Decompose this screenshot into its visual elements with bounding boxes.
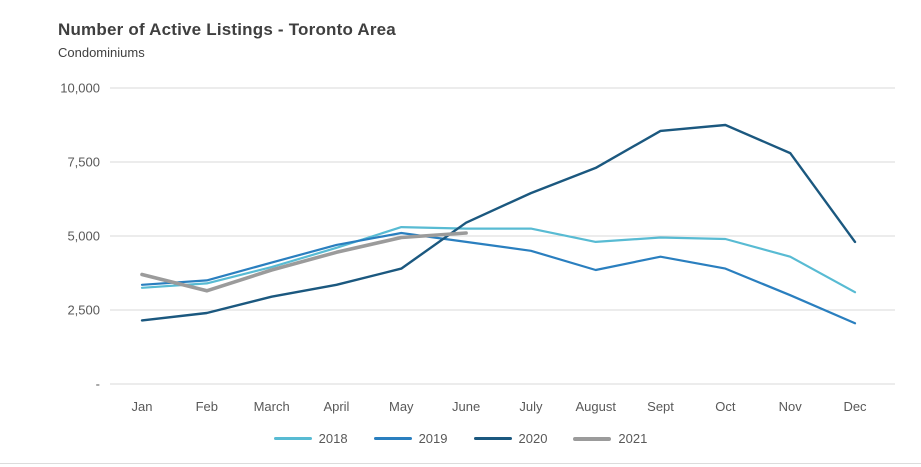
series-line-2018	[140, 226, 857, 294]
x-tick-label-may: May	[389, 399, 414, 414]
legend-label-2020: 2020	[518, 431, 548, 446]
y-tick-label: 7,500	[67, 155, 100, 170]
x-tick-label-oct: Oct	[715, 399, 736, 414]
x-tick-label-feb: Feb	[196, 399, 218, 414]
legend-swatch-2021	[573, 436, 612, 441]
x-tick-label-july: July	[519, 399, 543, 414]
x-tick-label-jan: Jan	[132, 399, 153, 414]
legend-item-2021: 2021	[573, 431, 647, 446]
y-tick-label: 5,000	[67, 229, 100, 244]
legend-swatch-2020	[473, 437, 512, 440]
legend-item-2020: 2020	[473, 431, 548, 446]
series-line-2019	[140, 231, 857, 325]
legend-item-2019: 2019	[373, 431, 448, 446]
y-tick-label: 10,000	[60, 81, 100, 96]
x-tick-label-sept: Sept	[647, 399, 674, 414]
chart-title: Number of Active Listings - Toronto Area	[58, 20, 396, 39]
y-tick-label: 2,500	[67, 303, 100, 318]
y-tick-label: -	[96, 377, 100, 392]
legend-label-2019: 2019	[418, 431, 448, 446]
legend-swatch-2018	[273, 437, 312, 440]
x-tick-label-august: August	[575, 399, 616, 414]
chart-legend: 2018 2019 2020 2021	[0, 431, 921, 446]
x-tick-label-april: April	[323, 399, 349, 414]
legend-swatch-2019	[373, 437, 412, 440]
bottom-divider	[0, 463, 921, 464]
series-line-2021	[140, 231, 468, 293]
legend-item-2018: 2018	[273, 431, 348, 446]
x-tick-label-dec: Dec	[843, 399, 867, 414]
x-tick-label-nov: Nov	[779, 399, 803, 414]
series-line-2020	[140, 123, 857, 322]
legend-label-2018: 2018	[318, 431, 348, 446]
x-tick-label-june: June	[452, 399, 480, 414]
legend-label-2021: 2021	[618, 431, 648, 446]
x-tick-label-march: March	[254, 399, 290, 414]
chart-subtitle: Condominiums	[58, 45, 145, 60]
